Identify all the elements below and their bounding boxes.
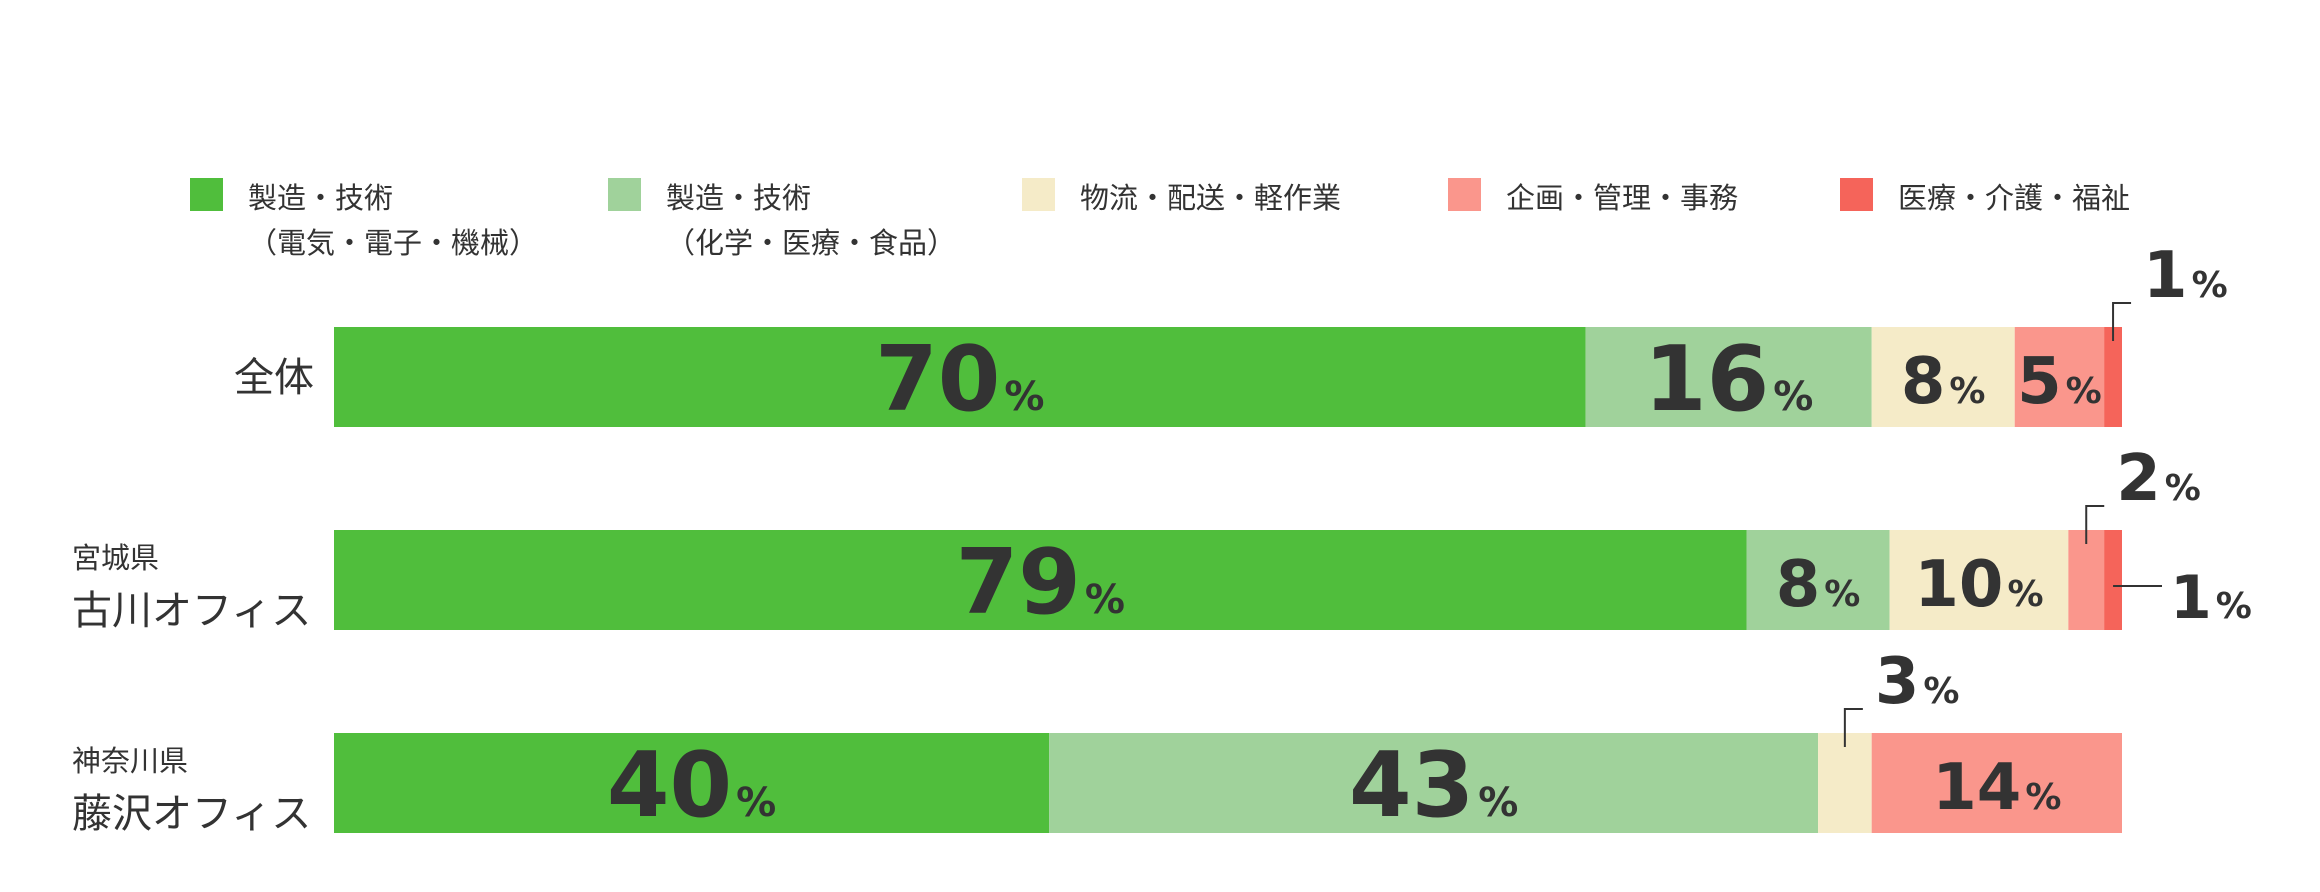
data-label: 8%	[1901, 345, 1986, 419]
bar-segment	[334, 530, 1747, 630]
legend-swatch	[608, 178, 641, 211]
bar-segment	[2068, 530, 2105, 630]
bar-segment	[2104, 530, 2122, 630]
category-sublabel: 神奈川県	[72, 744, 188, 778]
data-label: 8%	[1776, 548, 1861, 622]
data-label: 43%	[1349, 733, 1518, 838]
bar-segment	[2104, 327, 2122, 427]
category-label: 全体	[234, 355, 314, 401]
category-sublabel: 宮城県	[72, 541, 159, 575]
data-label: 14%	[1932, 751, 2061, 825]
data-label: 2%	[2116, 442, 2201, 516]
bar-segment	[1049, 733, 1819, 833]
data-label: 3%	[1875, 645, 1960, 719]
bar-segment	[1889, 530, 2069, 630]
bar-segment	[1746, 530, 1890, 630]
legend-label: 企画・管理・事務	[1506, 181, 1739, 215]
legend-label: 製造・技術 （化学・医療・食品）	[666, 181, 957, 260]
data-label: 70%	[875, 327, 1044, 432]
category-label: 藤沢オフィス	[72, 791, 311, 837]
callout-line	[2085, 505, 2105, 544]
bar-segment	[1585, 327, 1872, 427]
legend-swatch	[1840, 178, 1873, 211]
legend-swatch	[1448, 178, 1481, 211]
legend-label: 医療・介護・福祉	[1898, 181, 2131, 215]
legend-label: 製造・技術 （電気・電子・機械）	[248, 181, 539, 260]
data-label: 5%	[2017, 345, 2102, 419]
callout-line	[2112, 302, 2132, 341]
bar-segment	[1871, 733, 2122, 833]
category-label: 古川オフィス	[72, 588, 311, 634]
bar-segment	[2014, 327, 2105, 427]
data-label: 16%	[1644, 327, 1813, 432]
bar-segment	[334, 327, 1586, 427]
bar-segment	[1871, 327, 2015, 427]
legend-label: 物流・配送・軽作業	[1080, 181, 1342, 215]
data-label: 10%	[1914, 548, 2043, 622]
callout-line	[1843, 708, 1863, 747]
data-label: 79%	[956, 530, 1125, 635]
bar-segment	[1818, 733, 1872, 833]
data-label: 1%	[2170, 563, 2252, 633]
legend-swatch	[1022, 178, 1055, 211]
data-label: 40%	[607, 733, 776, 838]
legend-swatch	[190, 178, 223, 211]
bar-segment	[334, 733, 1050, 833]
data-label: 1%	[2143, 239, 2228, 313]
